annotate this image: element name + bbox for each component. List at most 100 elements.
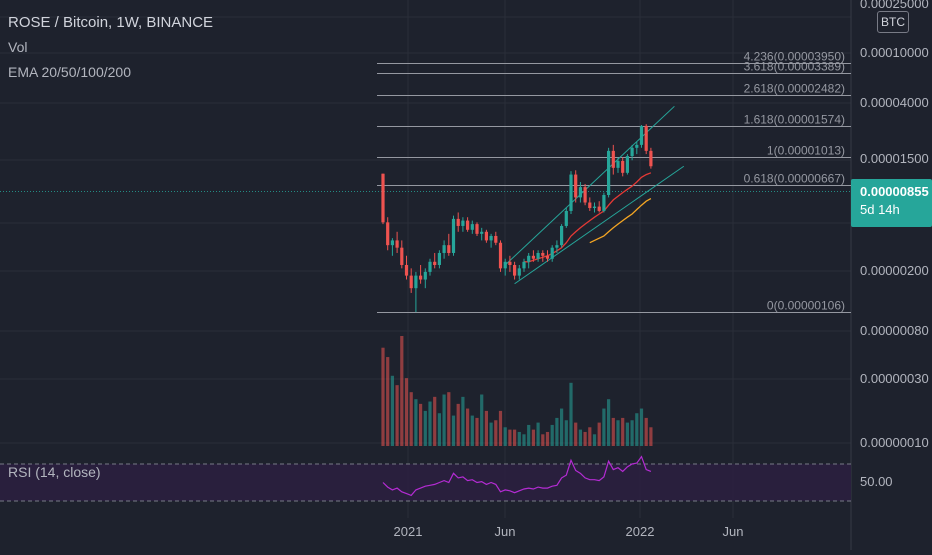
candle-body	[578, 187, 582, 198]
volume-bar	[625, 422, 629, 446]
candle-body	[639, 125, 644, 145]
candle-body	[560, 225, 564, 246]
candle-body	[470, 224, 474, 230]
candle-body	[611, 150, 615, 168]
candle-body	[503, 261, 507, 269]
rsi-axis-label: 50.00	[860, 474, 893, 489]
volume-bar	[517, 431, 521, 446]
volume-bar	[423, 410, 427, 446]
volume-bar	[527, 424, 531, 446]
volume-bar	[390, 375, 394, 446]
volume-bar	[621, 417, 625, 446]
volume-bar	[616, 420, 620, 446]
fib-level-label: 1(0.00001013)	[767, 144, 845, 158]
rsi-label[interactable]: RSI (14, close)	[8, 464, 101, 480]
volume-bar	[466, 408, 470, 446]
fib-level-label: 2.618(0.00002482)	[744, 82, 845, 96]
candle-body	[404, 264, 409, 276]
candle-body	[489, 235, 493, 241]
rsi-band	[0, 464, 851, 501]
volume-bar	[433, 396, 437, 446]
candle-body	[419, 275, 423, 280]
volume-bar	[480, 394, 484, 446]
volume-bar	[555, 417, 559, 446]
volume-bar	[639, 408, 644, 446]
candle-body	[531, 255, 535, 259]
volume-bar	[503, 427, 507, 446]
candle-body	[592, 206, 597, 209]
volume-bar	[381, 347, 385, 446]
candle-body	[527, 255, 531, 262]
candle-body	[494, 235, 498, 243]
candle-body	[607, 150, 611, 195]
candle-body	[588, 202, 592, 209]
volume-bar	[574, 422, 578, 446]
fib-level-label: 0(0.00000106)	[767, 299, 845, 313]
volume-bar	[597, 422, 601, 446]
price-axis-label: 0.00004000	[860, 95, 929, 110]
price-axis-label: 0.00001500	[860, 151, 929, 166]
volume-bar	[536, 422, 540, 446]
candle-body	[480, 231, 484, 234]
volume-bar	[564, 420, 568, 446]
volume-bar	[560, 408, 564, 446]
candle-body	[466, 220, 470, 230]
candle-body	[517, 268, 521, 276]
candle-body	[456, 218, 460, 226]
indicator-ema-label[interactable]: EMA 20/50/100/200	[8, 64, 131, 80]
candle-body	[414, 275, 418, 289]
volume-bar	[404, 378, 409, 446]
candle-body	[451, 218, 456, 253]
candle-body	[635, 144, 639, 148]
candle-body	[475, 224, 479, 234]
candle-body	[508, 261, 512, 265]
price-axis-label: 0.00010000	[860, 45, 929, 60]
candle-body	[395, 240, 399, 248]
volume-bar	[644, 417, 648, 446]
volume-bar	[607, 399, 611, 446]
candle-body	[400, 247, 404, 265]
indicator-vol-label[interactable]: Vol	[8, 39, 28, 55]
current-price: 0.00000855	[860, 184, 929, 199]
volume-bar	[447, 392, 451, 446]
candle-body	[437, 252, 441, 265]
candle-body	[390, 240, 394, 246]
price-axis-label: 0.00025000	[860, 0, 929, 11]
volume-bar	[489, 422, 493, 446]
volume-bar	[569, 382, 573, 446]
candle-body	[442, 245, 446, 253]
volume-bar	[550, 424, 554, 446]
currency-badge[interactable]: BTC	[877, 11, 909, 33]
volume-bar	[649, 427, 653, 446]
candle-body	[428, 261, 432, 272]
volume-bar	[635, 413, 639, 446]
volume-bar	[592, 434, 597, 446]
candle-body	[616, 160, 620, 168]
volume-bar	[531, 429, 535, 446]
volume-bar	[395, 385, 399, 446]
candle-body	[583, 187, 587, 203]
candle-body	[522, 261, 526, 269]
candle-body	[513, 264, 517, 276]
candle-body	[545, 255, 550, 259]
candle-body	[498, 242, 503, 269]
price-axis-label: 0.00000030	[860, 371, 929, 386]
candle-body	[649, 150, 653, 167]
ema-line-red	[524, 172, 652, 263]
volume-bar	[583, 431, 587, 446]
volume-bar	[386, 357, 390, 446]
chart-title: ROSE / Bitcoin, 1W, BINANCE	[8, 14, 214, 31]
volume-bar	[578, 429, 582, 446]
volume-bar	[470, 415, 474, 446]
fib-level-label: 0.618(0.00000667)	[744, 172, 845, 186]
candle-body	[541, 252, 545, 256]
volume-bar	[461, 396, 465, 446]
candle-body	[574, 174, 578, 198]
volume-bar	[414, 399, 418, 446]
volume-bar	[428, 401, 432, 446]
volume-bar	[442, 394, 446, 446]
volume-bar	[541, 434, 545, 446]
volume-bar	[409, 392, 413, 446]
volume-bar	[602, 408, 606, 446]
